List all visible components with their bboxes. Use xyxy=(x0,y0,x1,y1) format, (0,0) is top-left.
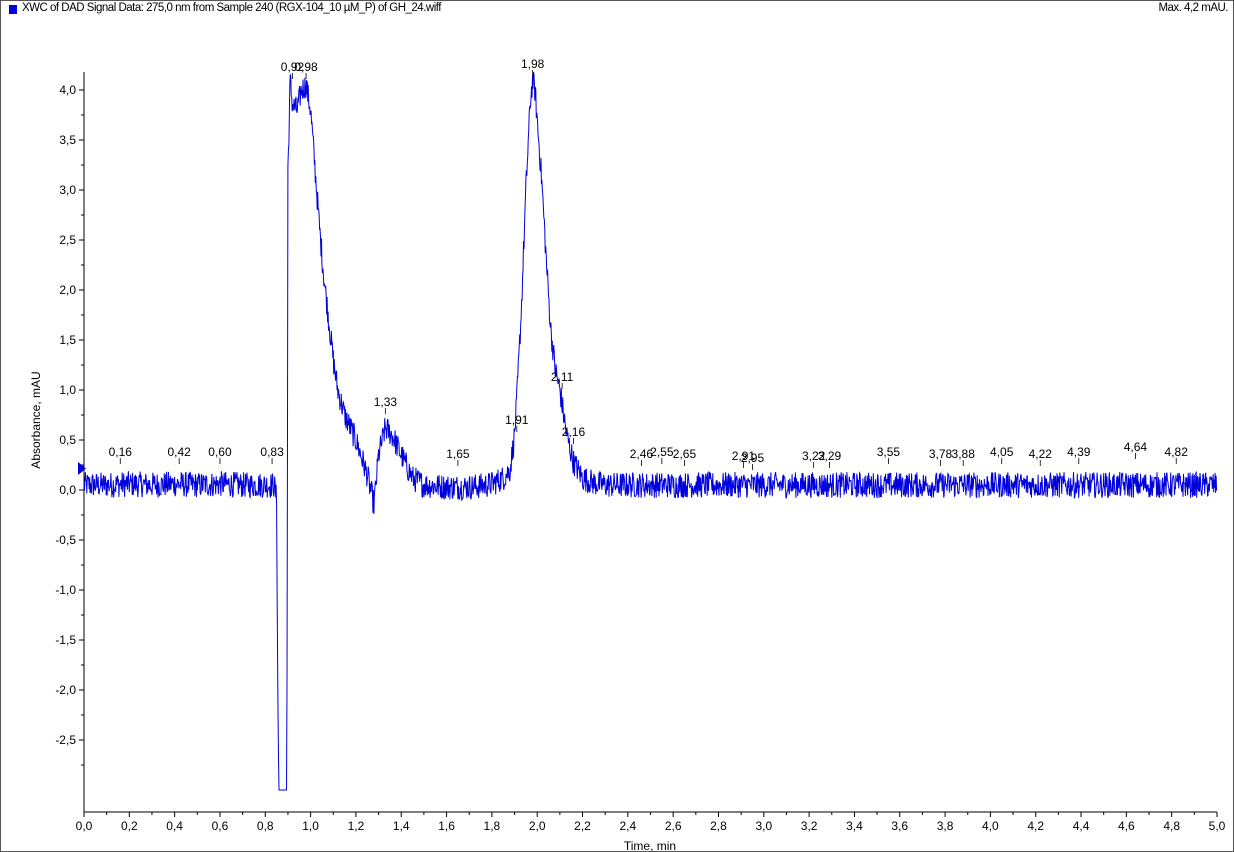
peak-label: 2,11 xyxy=(551,370,574,384)
peak-label: 2,16 xyxy=(562,425,586,439)
legend-swatch xyxy=(9,5,17,14)
y-tick-label: 3,0 xyxy=(59,183,76,197)
y-tick-label: -0,5 xyxy=(55,533,76,547)
peak-label: 4,05 xyxy=(990,445,1014,459)
y-tick-label: -1,0 xyxy=(55,583,76,597)
x-tick-label: 4,0 xyxy=(982,819,999,833)
y-tick-label: 2,5 xyxy=(59,233,76,247)
x-tick-label: 1,6 xyxy=(438,819,455,833)
x-tick-label: 3,4 xyxy=(846,819,863,833)
y-axis-label: Absorbance, mAU xyxy=(29,371,43,468)
x-tick-label: 4,4 xyxy=(1073,819,1090,833)
axes: 0,0 0,2 0,4 0,6 0,8 1,0 1,2 1,4 1,6 1,8 2,0 2,2 2,4 2… xyxy=(55,72,1226,833)
x-tick-label: 0,6 xyxy=(212,819,229,833)
y-tick-label: 4,0 xyxy=(59,83,76,97)
chart-title: XWC of DAD Signal Data: 275,0 nm from Sa… xyxy=(22,2,441,14)
peak-label: 2,65 xyxy=(673,447,697,461)
peak-label: 3,55 xyxy=(877,445,901,459)
x-tick-label: 0,4 xyxy=(166,819,183,833)
peak-label: 2,55 xyxy=(650,445,674,459)
x-tick-label: 0,2 xyxy=(121,819,138,833)
x-tick-label: 1,2 xyxy=(348,819,365,833)
y-tick-label: -1,5 xyxy=(55,633,76,647)
peak-label: 4,82 xyxy=(1165,445,1189,459)
x-tick-label: 0,0 xyxy=(76,819,93,833)
peak-label: 3,22 xyxy=(802,449,826,463)
peak-label: 1,65 xyxy=(446,447,470,461)
x-tick-label: 3,6 xyxy=(891,819,908,833)
y-tick-label: -2,0 xyxy=(55,683,76,697)
peak-label: 0,92 xyxy=(281,60,305,74)
x-tick-label: 2,0 xyxy=(529,819,546,833)
peak-label: 1,98 xyxy=(521,57,545,71)
x-axis-label: Time, min xyxy=(624,839,676,852)
x-tick-label: 2,2 xyxy=(574,819,591,833)
x-tick-label: 0,8 xyxy=(257,819,274,833)
peak-label: 3,29 xyxy=(818,449,842,463)
peak-label: 3,88 xyxy=(952,447,976,461)
x-tick-label: 1,0 xyxy=(302,819,319,833)
y-tick-label: 2,0 xyxy=(59,283,76,297)
x-tick-label: 2,4 xyxy=(619,819,636,833)
peak-label: 4,39 xyxy=(1067,445,1091,459)
y-tick-label: 0,5 xyxy=(59,433,76,447)
peak-label: 0,98 xyxy=(294,60,318,74)
peak-label: 0,60 xyxy=(208,445,232,459)
peak-label: 2,95 xyxy=(741,451,765,465)
peak-label: 3,78 xyxy=(929,447,953,461)
x-tick-label: 3,0 xyxy=(755,819,772,833)
x-tick-label: 1,8 xyxy=(484,819,501,833)
signal-trace xyxy=(83,71,1218,791)
cursor-marker-icon[interactable] xyxy=(78,462,86,475)
x-tick-label: 3,8 xyxy=(937,819,954,833)
peak-label: 0,16 xyxy=(109,445,133,459)
trace-group xyxy=(83,71,1218,791)
x-tick-label: 5,0 xyxy=(1209,819,1226,833)
peak-label: 4,64 xyxy=(1124,440,1148,454)
x-tick-label: 2,6 xyxy=(665,819,682,833)
x-tick-label: 4,8 xyxy=(1163,819,1180,833)
peak-label: 2,91 xyxy=(732,449,756,463)
x-tick-label: 3,2 xyxy=(801,819,818,833)
y-tick-label: -2,5 xyxy=(55,733,76,747)
peak-label: 4,22 xyxy=(1029,447,1053,461)
peak-label: 1,91 xyxy=(505,413,529,427)
peak-label: 0,83 xyxy=(260,445,284,459)
y-tick-label: 3,5 xyxy=(59,133,76,147)
y-tick-label: 0,0 xyxy=(59,483,76,497)
peak-labels: 0,16 0,42 0,60 0,83 0,920,98 1,33 1,65 1,91 1,98… xyxy=(109,57,1189,470)
peak-label: 2,46 xyxy=(630,447,654,461)
y-tick-label: 1,5 xyxy=(59,333,76,347)
x-tick-label: 4,2 xyxy=(1027,819,1044,833)
x-tick-label: 1,4 xyxy=(393,819,410,833)
x-tick-label: 4,6 xyxy=(1118,819,1135,833)
y-tick-label: 1,0 xyxy=(59,383,76,397)
max-label: Max. 4,2 mAU. xyxy=(1158,2,1228,14)
peak-label: 1,33 xyxy=(374,395,398,409)
x-tick-label: 2,8 xyxy=(710,819,727,833)
peak-label: 0,42 xyxy=(167,445,191,459)
